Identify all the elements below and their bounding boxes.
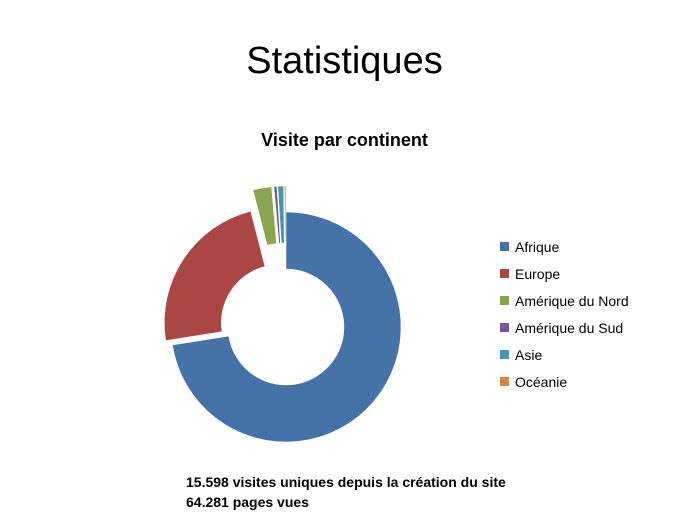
legend-label: Amérique du Sud	[515, 319, 624, 336]
slice-europe	[164, 210, 266, 341]
page-views-text: 64.281 pages vues	[186, 494, 309, 510]
slice-afrique	[172, 211, 402, 443]
slice-amerique-du-nord	[252, 186, 277, 246]
chart-title: Visite par continent	[261, 130, 428, 150]
slice-asie	[277, 185, 285, 244]
legend-item: Europe	[500, 260, 680, 287]
legend-swatch	[500, 350, 509, 359]
footer-stats: 15.598 visites uniques depuis la créatio…	[186, 472, 506, 512]
legend-item: Afrique	[500, 233, 680, 260]
legend-swatch	[500, 242, 509, 251]
legend-label: Amérique du Nord	[515, 292, 629, 309]
legend-item: Asie	[500, 341, 680, 368]
slice-oceanie	[284, 185, 287, 244]
legend-label: Europe	[515, 265, 561, 282]
legend-item: Amérique du Sud	[500, 314, 680, 341]
chart-legend: Afrique Europe Amérique du Nord Amérique du…	[500, 233, 680, 395]
slice-amerique-du-sud	[273, 186, 281, 244]
legend-item: Amérique du Nord	[500, 287, 680, 314]
legend-label: Océanie	[515, 373, 568, 390]
legend-label: Asie	[515, 346, 543, 363]
legend-swatch	[500, 323, 509, 332]
slide-title: Statistiques	[246, 40, 443, 82]
legend-swatch	[500, 296, 509, 305]
legend-swatch	[500, 269, 509, 278]
unique-visits-text: 15.598 visites uniques depuis la créatio…	[186, 474, 506, 490]
legend-item: Océanie	[500, 368, 680, 395]
legend-label: Afrique	[515, 238, 560, 255]
legend-swatch	[500, 377, 509, 386]
